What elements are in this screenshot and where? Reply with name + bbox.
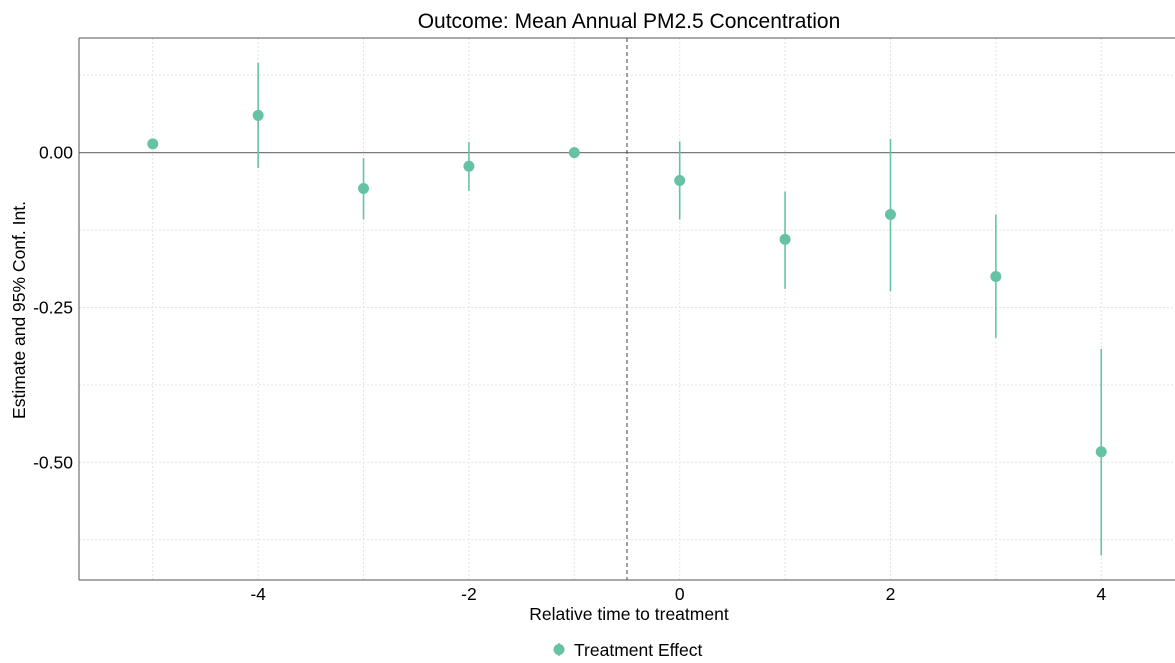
estimate-point <box>252 109 264 121</box>
grid-lines <box>79 38 1175 580</box>
legend-label: Treatment Effect <box>574 640 703 660</box>
x-axis-ticks: -4 -2 0 2 4 <box>250 584 1106 604</box>
estimate-point <box>568 147 580 159</box>
x-tick-label: -4 <box>250 584 266 604</box>
y-axis-label: Estimate and 95% Conf. Int. <box>9 201 29 419</box>
legend: Treatment Effect <box>553 640 703 660</box>
legend-key-dot <box>553 644 565 655</box>
x-axis-label: Relative time to treatment <box>529 604 729 624</box>
y-axis-ticks: 0.00 -0.25 -0.50 <box>33 143 73 473</box>
x-tick-label: 0 <box>675 584 685 604</box>
estimate-point <box>884 209 896 221</box>
estimate-point <box>674 174 686 186</box>
x-tick-label: 4 <box>1096 584 1106 604</box>
estimate-point <box>358 183 370 195</box>
plot-frame <box>78 37 1175 581</box>
y-tick-label: -0.25 <box>33 297 73 317</box>
estimate-point <box>779 233 791 245</box>
x-tick-label: 2 <box>886 584 896 604</box>
y-tick-label: -0.50 <box>33 452 73 472</box>
reference-lines <box>79 38 1175 580</box>
point-estimates <box>147 109 1107 458</box>
estimate-point <box>1095 446 1107 458</box>
estimate-point <box>463 160 475 172</box>
y-tick-label: 0.00 <box>39 143 73 163</box>
chart-title: Outcome: Mean Annual PM2.5 Concentration <box>418 10 841 33</box>
estimate-point <box>990 270 1002 282</box>
confidence-intervals <box>257 62 1103 556</box>
x-tick-label: -2 <box>461 584 477 604</box>
estimate-point <box>147 138 159 150</box>
